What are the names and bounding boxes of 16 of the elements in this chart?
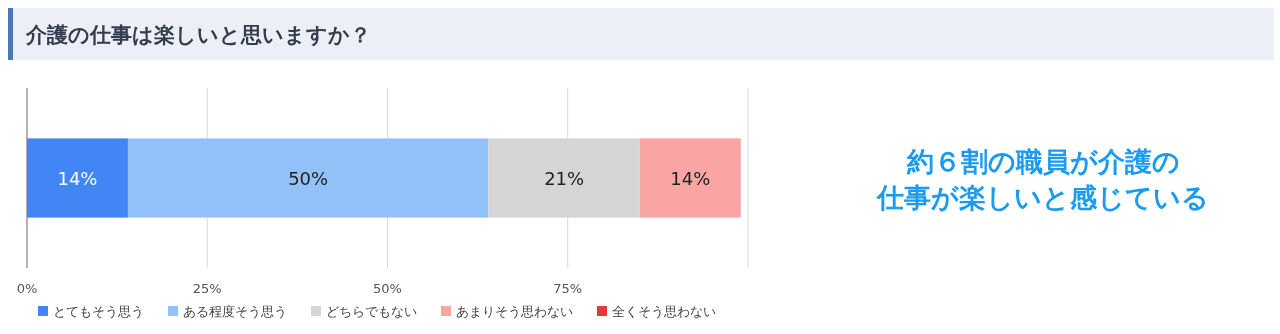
title: 介護の仕事は楽しいと思いますか？ — [26, 23, 371, 47]
data-label: 21% — [544, 168, 585, 189]
data-label: 50% — [288, 168, 329, 189]
annotation: 仕事が楽しいと感じている — [877, 182, 1209, 213]
legend-item: 全くそう思わない — [597, 304, 716, 319]
legend-item: ある程度そう思う — [168, 304, 287, 319]
data-label: 14% — [670, 168, 711, 189]
legend-item: あまりそう思わない — [441, 304, 573, 319]
legend-item: とてもそう思う — [38, 304, 144, 319]
tick: 75% — [553, 281, 583, 296]
tick: 0% — [16, 281, 38, 296]
tick: 25% — [192, 281, 222, 296]
data-label: 14% — [57, 168, 98, 189]
tick: 50% — [373, 281, 402, 296]
annotation: 約６割の職員が介護の — [906, 146, 1180, 177]
legend-item: どちらでもない — [311, 304, 417, 319]
